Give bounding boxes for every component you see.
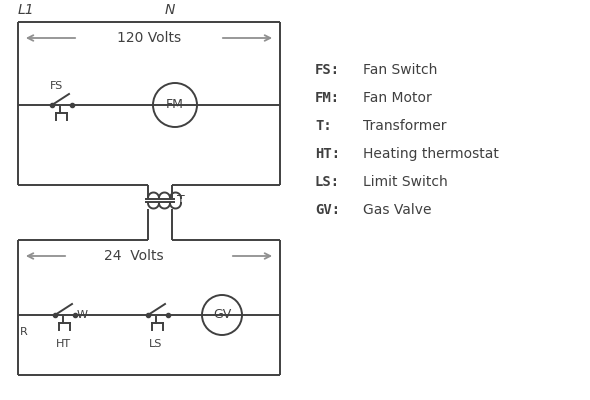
Text: HT:: HT: [315, 147, 340, 161]
Text: R: R [20, 327, 28, 337]
Text: HT: HT [55, 339, 71, 349]
Text: Fan Motor: Fan Motor [363, 91, 432, 105]
Text: GV: GV [213, 308, 231, 322]
Text: GV:: GV: [315, 203, 340, 217]
Text: LS:: LS: [315, 175, 340, 189]
Text: Fan Switch: Fan Switch [363, 63, 437, 77]
Text: Gas Valve: Gas Valve [363, 203, 431, 217]
Text: W: W [77, 310, 88, 320]
Text: LS: LS [149, 339, 163, 349]
Text: 24  Volts: 24 Volts [104, 249, 164, 263]
Text: T:: T: [315, 119, 332, 133]
Text: L1: L1 [18, 3, 35, 17]
Text: Transformer: Transformer [363, 119, 447, 133]
Text: T: T [177, 194, 185, 207]
Text: FM: FM [166, 98, 184, 112]
Text: FM:: FM: [315, 91, 340, 105]
Text: 120 Volts: 120 Volts [117, 31, 181, 45]
Text: N: N [165, 3, 175, 17]
Text: FS:: FS: [315, 63, 340, 77]
Text: Limit Switch: Limit Switch [363, 175, 448, 189]
Text: Heating thermostat: Heating thermostat [363, 147, 499, 161]
Text: FS: FS [50, 81, 63, 91]
